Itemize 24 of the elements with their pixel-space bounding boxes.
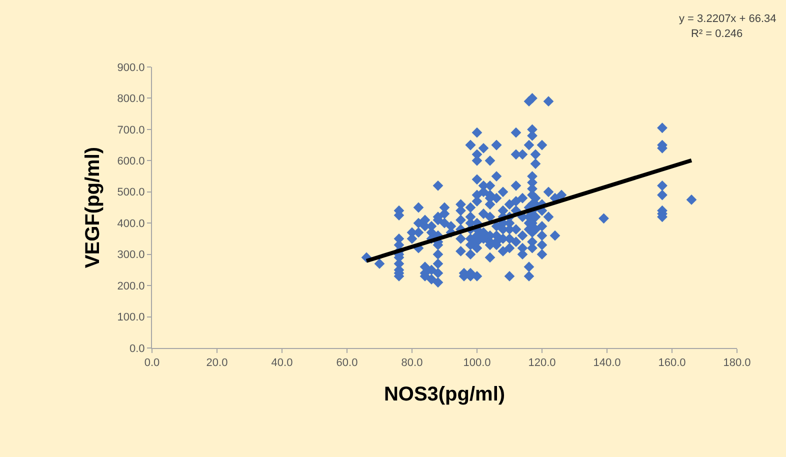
y-tick-label: 500.0 [117,186,145,199]
x-tick-label: 60.0 [336,357,358,370]
y-tick-label: 200.0 [117,280,145,292]
y-tick-label: 800.0 [117,93,145,106]
x-tick-label: 100.0 [463,357,491,370]
y-tick-label: 600.0 [117,156,145,168]
y-tick-label: 700.0 [117,124,145,136]
x-tick-label: 0.0 [144,357,160,370]
text: y = 3.2207x + 66.34 [679,13,776,25]
y-axis-title: VEGF(pg/ml) [82,146,104,268]
y-tick-label: 300.0 [117,249,145,262]
x-tick-label: 80.0 [401,357,423,370]
x-tick-label: 180.0 [723,357,751,370]
x-tick-label: 120.0 [528,357,556,370]
y-tick-label: 100.0 [117,312,145,324]
x-axis-title: NOS3(pg/ml) [384,384,506,406]
x-tick-label: 20.0 [206,357,228,370]
y-tick-label: 900.0 [117,62,145,74]
x-tick-label: 140.0 [593,357,621,370]
text: R² = 0.246 [691,28,743,40]
x-tick-label: 40.0 [271,357,293,370]
x-tick-label: 160.0 [658,357,686,370]
y-tick-label: 0.0 [130,342,145,355]
y-tick-label: 400.0 [117,218,145,230]
